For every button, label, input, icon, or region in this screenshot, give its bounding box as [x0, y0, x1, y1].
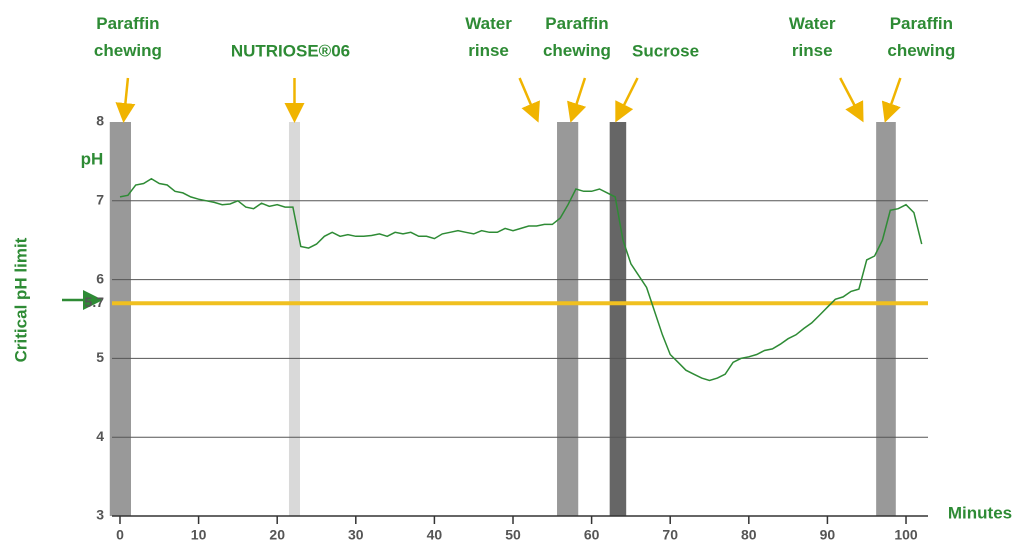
annotation-arrow: [115, 77, 136, 123]
x-tick-label: 0: [116, 527, 124, 543]
y-tick-label: 5: [96, 349, 104, 365]
annotation-label: NUTRIOSE®06: [231, 41, 350, 60]
period-bar: [609, 122, 627, 516]
annotation-arrow: [518, 77, 540, 123]
annotation-arrow: [881, 77, 902, 123]
y-tick-label: 7: [96, 192, 104, 208]
x-tick-label: 10: [191, 527, 207, 543]
annotation-arrow: [615, 77, 639, 123]
period-bar: [109, 122, 131, 516]
annotation-label: Water rinse: [789, 14, 836, 60]
y-tick-label: 8: [96, 113, 104, 129]
x-axis-label: Minutes: [948, 503, 1012, 522]
period-bar: [876, 122, 896, 516]
annotation-label: Paraffin chewing: [94, 14, 162, 60]
x-tick-label: 60: [584, 527, 600, 543]
annotation-arrow: [839, 77, 864, 123]
y-tick-label: 4: [96, 428, 104, 444]
period-bar: [288, 122, 300, 516]
y-tick-label: 6: [96, 270, 104, 286]
y-tick-label: 5.7: [85, 294, 105, 310]
annotation-label: Sucrose: [632, 41, 699, 60]
x-tick-label: 100: [894, 527, 918, 543]
x-tick-label: 40: [427, 527, 443, 543]
annotation-label: Water rinse: [465, 14, 512, 60]
x-tick-label: 80: [741, 527, 757, 543]
x-tick-label: 50: [505, 527, 521, 543]
x-tick-label: 20: [269, 527, 285, 543]
period-bar: [557, 122, 579, 516]
ph-line: [119, 177, 923, 382]
annotation-label: Paraffin chewing: [887, 14, 955, 60]
annotation-arrow: [567, 77, 587, 123]
annotation-label: Paraffin chewing: [543, 14, 611, 60]
x-tick-label: 70: [662, 527, 678, 543]
y-axis-label: pH: [81, 149, 104, 168]
threshold-label: Critical pH limit: [11, 237, 30, 362]
x-tick-label: 30: [348, 527, 364, 543]
y-tick-label: 3: [96, 507, 104, 523]
x-tick-label: 90: [820, 527, 836, 543]
